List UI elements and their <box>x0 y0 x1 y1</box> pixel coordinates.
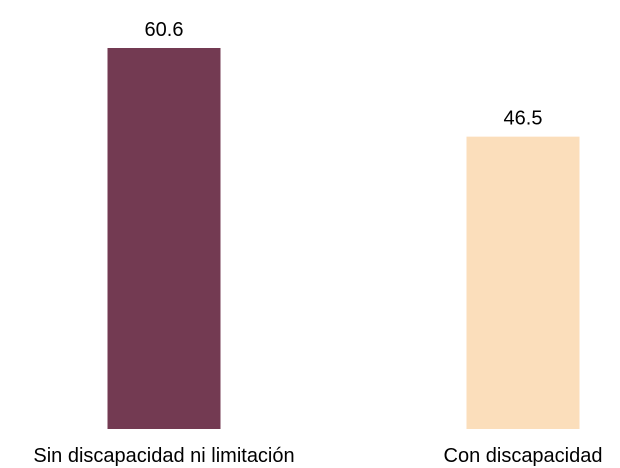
bar-1 <box>107 48 221 429</box>
data-label-1: 60.6 <box>145 19 184 41</box>
data-label-2: 46.5 <box>504 108 543 130</box>
bar-2 <box>466 136 580 430</box>
category-label-2: Con discapacidad <box>444 445 603 467</box>
category-label-1: Sin discapacidad ni limitación <box>33 445 294 467</box>
